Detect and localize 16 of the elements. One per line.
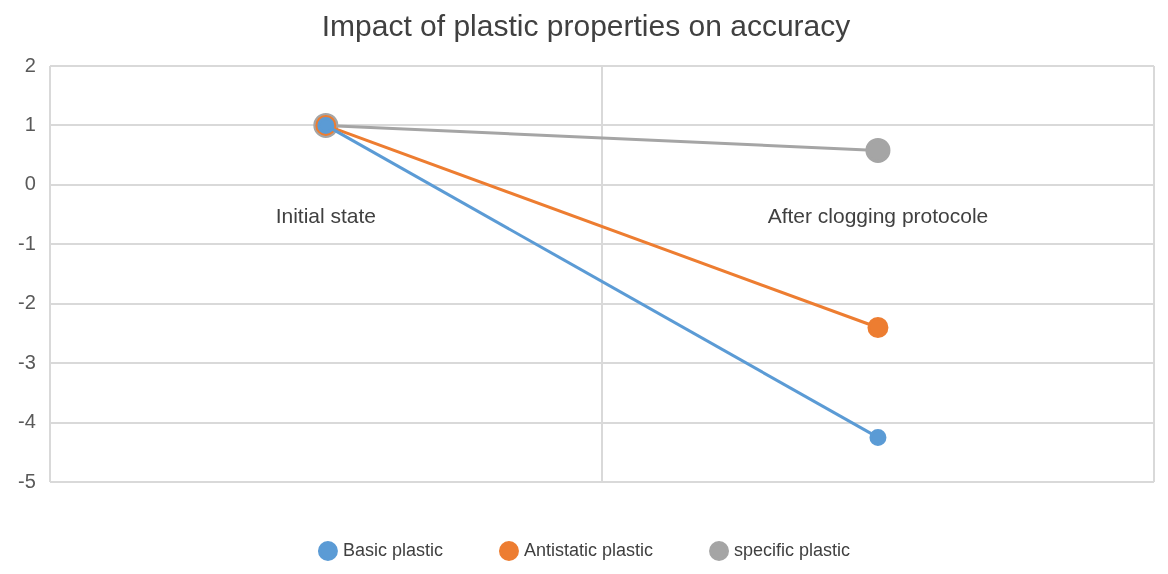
y-tick-label: 2	[24, 53, 36, 76]
point	[869, 428, 887, 446]
legend-label: Basic plastic	[342, 539, 443, 560]
point	[865, 137, 891, 163]
legend-label: Antistatic plastic	[523, 539, 654, 560]
x-tick-label: After clogging protocole	[767, 204, 989, 228]
y-tick-label: 1	[24, 112, 36, 135]
chart-title: Impact of plastic properties on accuracy	[321, 9, 851, 43]
y-tick-label: -4	[17, 410, 36, 433]
y-tick-label: -2	[17, 291, 36, 314]
y-tick-label: -1	[17, 231, 36, 254]
y-tick-label: -5	[17, 469, 36, 492]
y-tick-label: -3	[17, 350, 36, 373]
x-tick-label: Initial state	[275, 204, 377, 228]
y-tick-label: 0	[24, 172, 36, 195]
legend-label: specific plastic	[734, 539, 851, 560]
